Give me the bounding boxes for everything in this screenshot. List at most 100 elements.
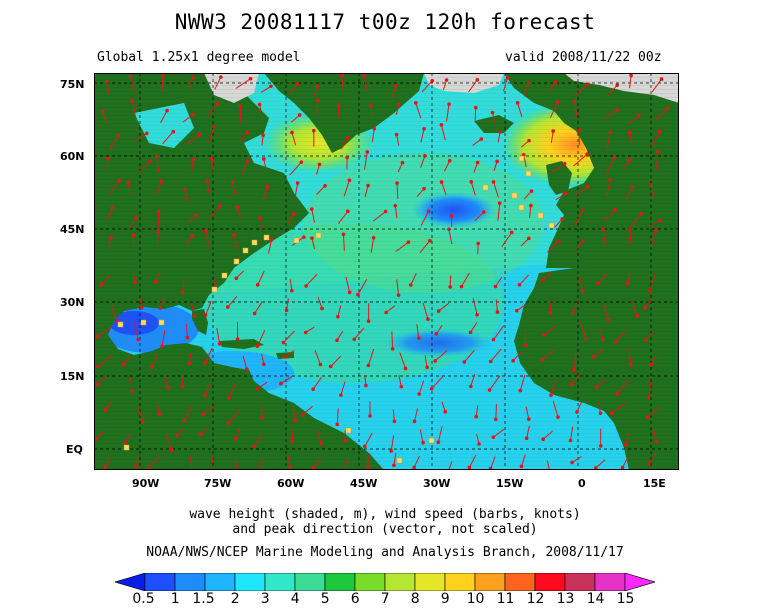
wind-vector (291, 114, 301, 123)
wind-vector (107, 207, 113, 220)
wind-vector (493, 325, 505, 340)
vector-head (191, 75, 195, 80)
vector-head (252, 311, 257, 316)
vector-head (156, 209, 161, 214)
wind-vector (373, 211, 386, 222)
colorbar-swatch (444, 573, 476, 591)
vector-head (371, 235, 376, 240)
vector-head (477, 442, 481, 446)
vector-head (131, 233, 136, 237)
wind-vector (289, 83, 298, 94)
vector-head (133, 280, 138, 285)
vector-head (153, 279, 158, 284)
vector-head (140, 419, 145, 424)
vector-head (363, 444, 367, 449)
wind-vector (353, 327, 365, 340)
vector-head (436, 309, 441, 313)
wind-vector (188, 77, 194, 89)
vector-head (647, 462, 651, 466)
wind-vector (529, 205, 532, 219)
vector-head (258, 216, 262, 221)
wind-vector (493, 181, 499, 198)
vector-head (232, 232, 236, 237)
wind-vector (420, 155, 426, 168)
vector-head (246, 158, 250, 163)
lat-label-eq: EQ (66, 443, 83, 456)
wind-vector (240, 132, 248, 142)
wind-vector (521, 454, 526, 467)
vector-head (309, 207, 314, 211)
wind-vector (629, 75, 632, 89)
vector-head (117, 178, 121, 183)
wind-vector (108, 237, 112, 249)
wind-vector (161, 75, 164, 93)
wind-vector (233, 234, 238, 250)
vector-head (238, 104, 243, 108)
wind-vector (202, 405, 215, 415)
vector-head (491, 180, 496, 184)
lon-label-75w: 75W (204, 477, 232, 490)
wind-vector (234, 455, 238, 470)
wind-vector (236, 206, 242, 219)
vector-head (299, 160, 304, 165)
wind-vector (542, 430, 553, 440)
vector-head (562, 161, 567, 166)
vector-head (493, 284, 498, 289)
wind-vector (132, 271, 136, 283)
valid-time-subtitle: valid 2008/11/22 00z (505, 50, 662, 65)
vector-head (180, 384, 185, 389)
vector-head (540, 357, 544, 362)
colorbar-label: 13 (556, 591, 575, 607)
wind-vector (109, 180, 120, 194)
vector-head (255, 344, 260, 348)
vector-head (495, 159, 499, 164)
wind-vector (421, 80, 433, 93)
vector-head (606, 318, 610, 322)
wind-vector (468, 79, 478, 93)
vector-head (191, 112, 195, 117)
wind-vector (418, 380, 425, 395)
vector-head (614, 339, 618, 344)
wind-vector (235, 78, 251, 89)
vector-head (608, 130, 613, 135)
vector-head (303, 330, 308, 335)
wind-vector (263, 158, 267, 170)
wind-vector (396, 183, 399, 199)
vector-head (297, 113, 302, 117)
wind-vector (337, 305, 342, 317)
vector-head (575, 410, 579, 414)
vector-head (109, 235, 113, 240)
vector-head (318, 362, 323, 367)
vector-head (106, 156, 110, 161)
wind-vector (156, 181, 163, 195)
vector-head (549, 393, 553, 398)
wind-vector (399, 352, 406, 369)
vector-head (598, 444, 603, 448)
vector-head (557, 239, 561, 243)
vector-head (235, 337, 240, 341)
caption-line-3: NOAA/NWS/NCEP Marine Modeling and Analys… (146, 545, 624, 560)
wind-vector (615, 329, 627, 343)
vector-head (234, 437, 238, 441)
lon-label-90w: 90W (132, 477, 160, 490)
vector-head (554, 80, 558, 84)
vector-head (395, 181, 399, 185)
vector-head (110, 206, 115, 210)
vector-head (467, 465, 472, 470)
wind-vector (364, 151, 368, 170)
vector-head (368, 414, 372, 418)
vector-head (328, 364, 333, 369)
wind-vector (512, 351, 522, 362)
vector-head (134, 215, 139, 220)
vector-head (154, 154, 159, 159)
vector-head (136, 337, 141, 342)
wind-vector (628, 348, 632, 365)
vector-head (399, 384, 404, 389)
vector-head (648, 183, 653, 187)
wind-vector (357, 279, 368, 295)
vector-head (417, 392, 421, 396)
vector-head (302, 235, 306, 239)
wind-vector (127, 181, 131, 195)
vector-head (217, 342, 222, 346)
vector-head (128, 74, 133, 79)
